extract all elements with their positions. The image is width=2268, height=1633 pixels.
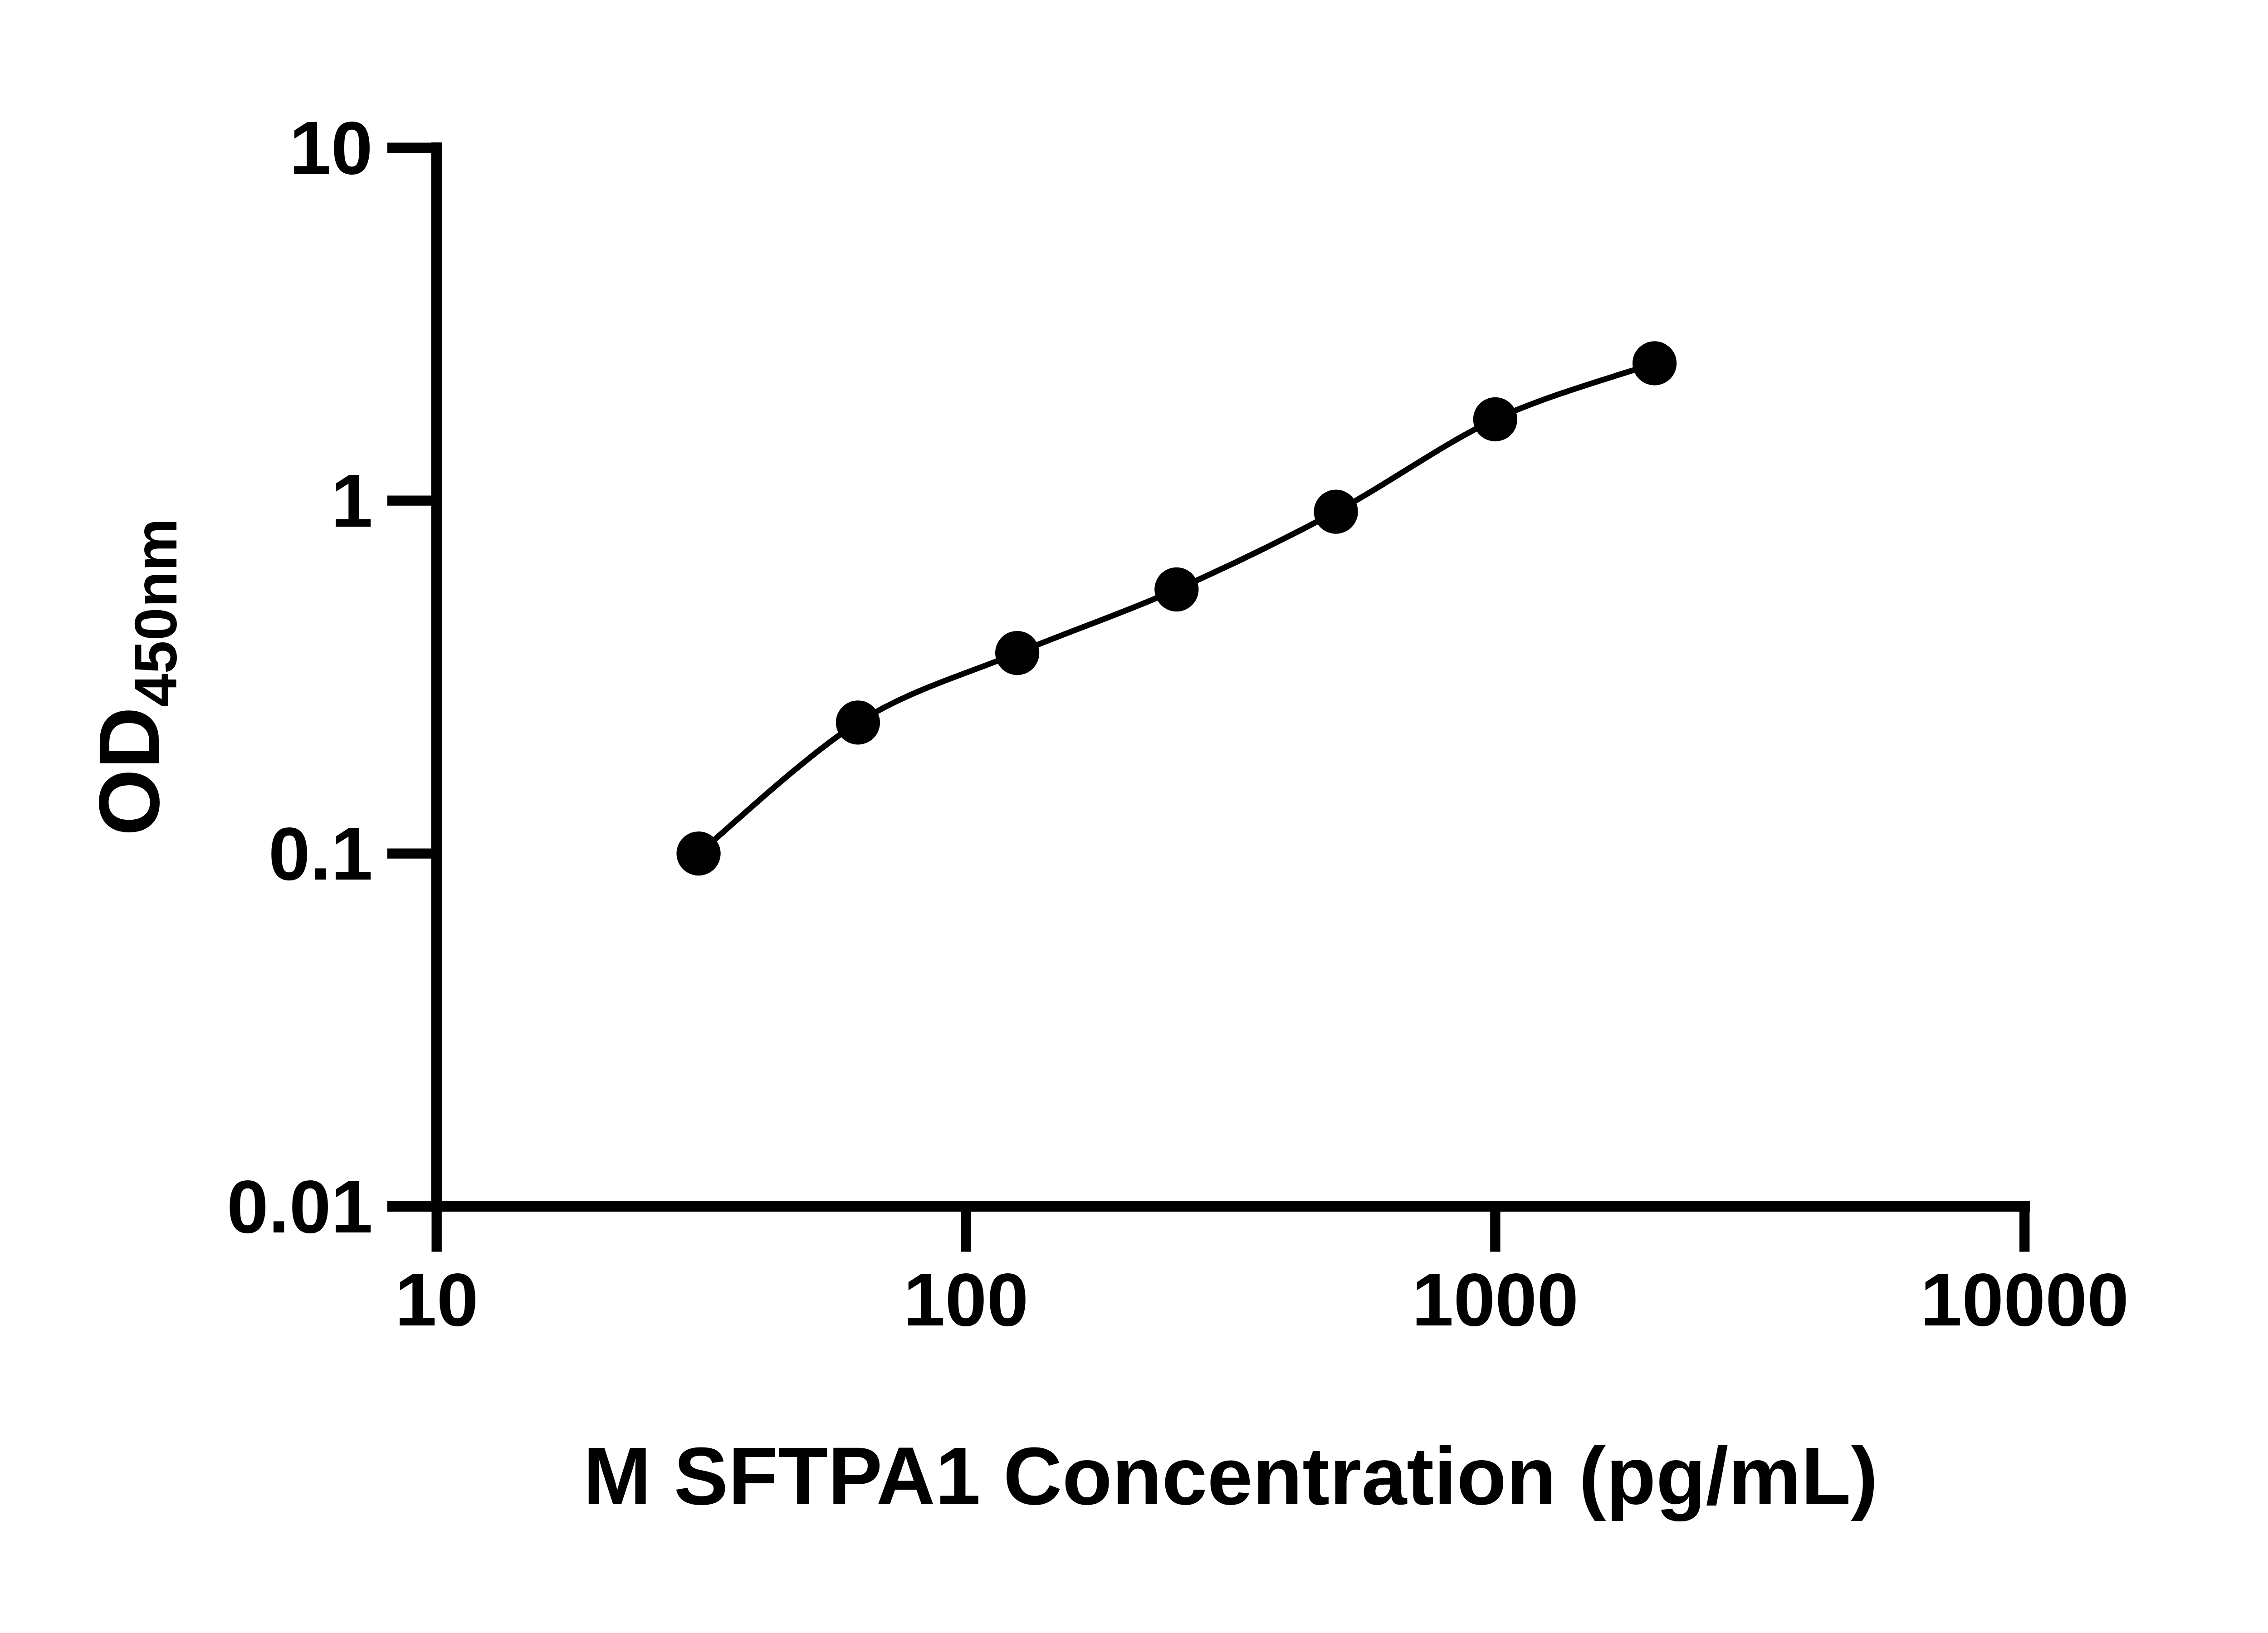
data-point-marker [676,831,720,875]
x-tick-label: 10 [395,1257,479,1341]
y-axis-title-main: OD [81,707,177,836]
data-point-marker [1154,567,1198,611]
data-point-marker [1473,397,1517,441]
data-point-marker [1314,490,1358,534]
y-tick-label: 1 [331,459,373,543]
x-axis-title: M SFTPA1 Concentration (pg/mL) [583,1430,1878,1521]
x-tick-label: 10000 [1920,1257,2129,1341]
y-tick-label: 10 [289,106,373,190]
data-point-marker [995,631,1039,675]
y-tick-label: 0.01 [227,1164,373,1248]
y-tick-label: 0.1 [269,812,373,895]
data-point-marker [1633,341,1677,385]
y-axis-title: OD450nm [81,518,189,836]
x-tick-label: 100 [904,1257,1029,1341]
data-point-marker [836,700,880,744]
standard-curve-chart: 10 1 0.1 0.01 10 100 1000 10000 OD450nm M SFTPA… [0,0,2268,1588]
y-axis-title-subscript: 450nm [122,518,189,707]
elisa-standard-curve-figure: 10 1 0.1 0.01 10 100 1000 10000 OD450nm M SFTPA… [0,0,2268,1588]
x-tick-label: 1000 [1412,1257,1579,1341]
plot-area: 10 1 0.1 0.01 10 100 1000 10000 [227,106,2129,1341]
